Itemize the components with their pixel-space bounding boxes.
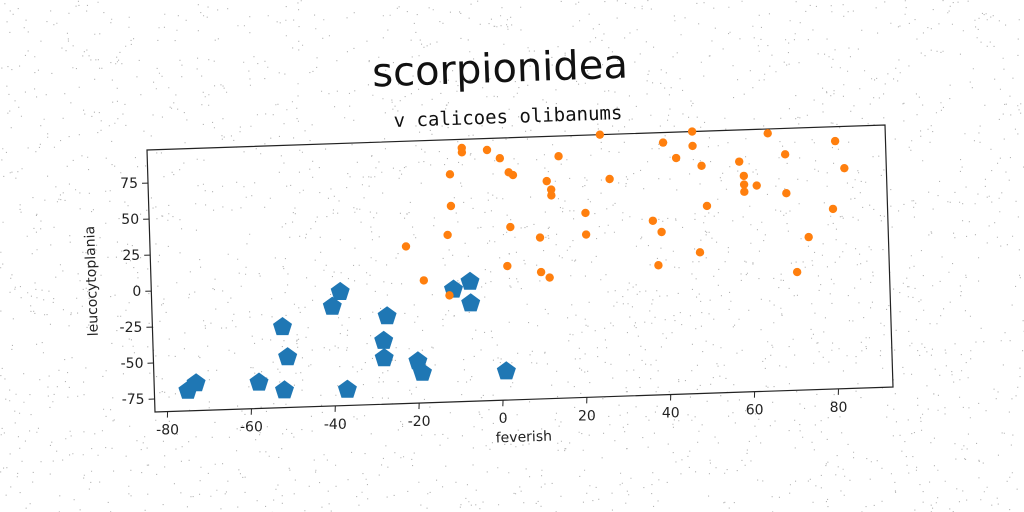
data-point-series-2 <box>687 127 697 136</box>
data-point-series-2 <box>419 276 429 285</box>
data-point-series-2 <box>804 232 813 242</box>
data-point-series-2 <box>792 267 802 277</box>
data-point-series-1 <box>273 317 292 336</box>
y-tick-label: 50 <box>121 212 139 228</box>
data-point-series-2 <box>508 170 518 180</box>
x-tick-label: 20 <box>578 408 596 424</box>
data-point-series-2 <box>688 141 697 151</box>
data-point-series-1 <box>330 281 350 300</box>
x-tick-label: 80 <box>830 400 848 416</box>
x-tick-label: -20 <box>408 414 431 430</box>
data-point-series-2 <box>657 227 666 237</box>
data-point-series-2 <box>648 216 658 225</box>
data-point-series-2 <box>830 136 840 146</box>
data-point-series-2 <box>697 161 706 170</box>
data-point-series-2 <box>671 153 681 163</box>
x-axis-label: feverish <box>495 429 552 447</box>
data-point-series-2 <box>542 176 551 186</box>
data-point-series-2 <box>581 230 591 239</box>
data-point-series-2 <box>739 171 749 181</box>
data-point-series-2 <box>739 180 749 189</box>
data-point-series-2 <box>554 152 563 161</box>
x-tick-label: 60 <box>746 403 764 419</box>
chart-subtitle: v calicoes olibanums <box>393 102 622 132</box>
data-point-series-2 <box>536 267 546 277</box>
data-point-series-2 <box>495 154 505 163</box>
x-tick-label: 0 <box>499 411 508 427</box>
data-point-series-1 <box>377 306 397 325</box>
y-axis-label: leucocytoplania <box>82 226 102 337</box>
data-point-series-2 <box>445 170 455 179</box>
data-point-series-2 <box>445 291 454 300</box>
data-point-series-2 <box>535 233 545 242</box>
data-point-series-2 <box>780 150 790 159</box>
chart-title: scorpionidea <box>371 42 628 97</box>
data-point-series-1 <box>496 361 516 380</box>
data-point-series-2 <box>782 188 791 198</box>
data-point-series-2 <box>506 222 515 232</box>
x-tick-label: -40 <box>324 417 347 433</box>
data-point-series-1 <box>374 348 394 367</box>
plot-frame <box>146 124 894 413</box>
y-tick-label: -75 <box>122 392 145 408</box>
y-tick-label: -50 <box>121 356 144 372</box>
data-point-series-1 <box>461 293 481 312</box>
y-tick-label: -25 <box>120 320 143 336</box>
data-point-series-2 <box>763 129 772 138</box>
data-point-series-1 <box>412 362 432 381</box>
data-point-series-1 <box>278 347 298 366</box>
x-tick-label: -60 <box>240 420 263 436</box>
data-point-series-2 <box>752 181 761 190</box>
data-point-series-1 <box>249 372 269 391</box>
data-point-series-2 <box>401 242 411 251</box>
plot-area: -80 -60 -40 -20 0 20 40 60 80 -75 -50 -25 0 25 50 75 fev… <box>82 124 894 447</box>
data-point-series-2 <box>457 143 466 153</box>
data-point-series-1 <box>322 296 342 315</box>
data-point-series-2 <box>482 145 492 155</box>
data-point-series-2 <box>503 261 512 271</box>
data-point-series-1 <box>186 373 206 392</box>
data-point-series-2 <box>828 204 838 214</box>
data-point-series-2 <box>702 201 712 211</box>
data-point-series-1 <box>460 271 480 290</box>
data-point-series-2 <box>735 157 744 166</box>
y-tick-label: 75 <box>120 176 138 192</box>
data-point-series-1 <box>374 330 394 349</box>
y-tick-label: 25 <box>122 248 140 264</box>
data-point-series-2 <box>654 261 663 270</box>
x-tick-label: -80 <box>156 423 179 439</box>
data-point-series-2 <box>658 138 668 147</box>
data-point-series-2 <box>695 248 705 257</box>
data-point-series-2 <box>547 191 556 200</box>
data-point-series-1 <box>275 380 294 399</box>
data-point-series-2 <box>443 230 452 240</box>
y-tick-label: 0 <box>132 284 141 300</box>
data-point-series-2 <box>740 187 749 196</box>
data-point-series-1 <box>337 379 357 398</box>
data-point-series-2 <box>605 174 614 184</box>
x-tick-label: 40 <box>662 406 680 422</box>
data-point-series-2 <box>840 163 849 173</box>
data-point-series-2 <box>595 130 605 139</box>
data-point-series-2 <box>581 208 590 218</box>
data-point-series-2 <box>545 273 554 282</box>
data-point-series-2 <box>446 201 456 211</box>
